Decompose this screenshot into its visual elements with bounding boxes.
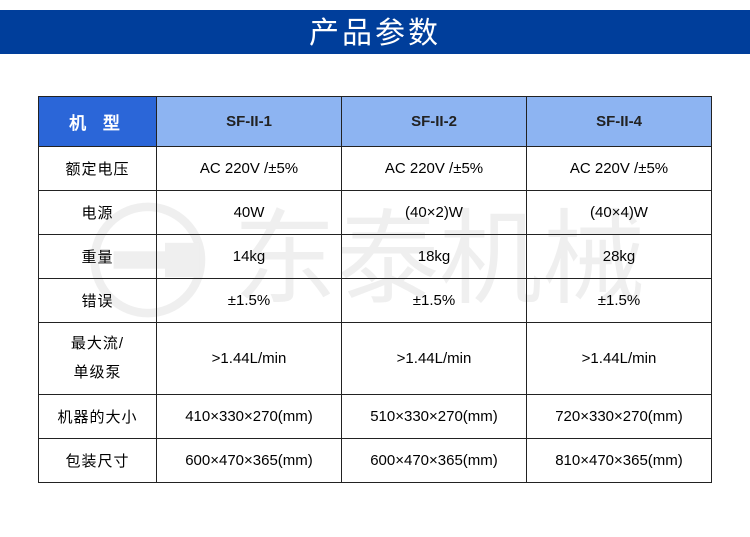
header-col-1: SF-II-1 [157, 97, 342, 147]
cell: AC 220V /±5% [342, 147, 527, 191]
cell: >1.44L/min [342, 323, 527, 395]
table-row: 包装尺寸600×470×365(mm)600×470×365(mm)810×47… [39, 439, 712, 483]
cell: 40W [157, 191, 342, 235]
cell: AC 220V /±5% [527, 147, 712, 191]
cell: (40×4)W [527, 191, 712, 235]
title-bar: 产品参数 [0, 0, 750, 60]
cell: ±1.5% [157, 279, 342, 323]
cell: 28kg [527, 235, 712, 279]
cell: 410×330×270(mm) [157, 395, 342, 439]
cell: 600×470×365(mm) [342, 439, 527, 483]
cell: 600×470×365(mm) [157, 439, 342, 483]
cell: >1.44L/min [527, 323, 712, 395]
row-label: 电源 [39, 191, 157, 235]
table-row: 电源40W(40×2)W(40×4)W [39, 191, 712, 235]
spec-table-container: 机 型 SF-II-1 SF-II-2 SF-II-4 额定电压AC 220V … [0, 60, 750, 483]
cell: 720×330×270(mm) [527, 395, 712, 439]
page-title: 产品参数 [309, 8, 441, 52]
header-col-3: SF-II-4 [527, 97, 712, 147]
row-label: 包装尺寸 [39, 439, 157, 483]
row-label: 额定电压 [39, 147, 157, 191]
cell: 510×330×270(mm) [342, 395, 527, 439]
cell: 14kg [157, 235, 342, 279]
row-label: 错误 [39, 279, 157, 323]
cell: ±1.5% [342, 279, 527, 323]
header-col-2: SF-II-2 [342, 97, 527, 147]
header-label-cell: 机 型 [39, 97, 157, 147]
cell: AC 220V /±5% [157, 147, 342, 191]
cell: (40×2)W [342, 191, 527, 235]
table-header-row: 机 型 SF-II-1 SF-II-2 SF-II-4 [39, 97, 712, 147]
table-row: 重量14kg18kg28kg [39, 235, 712, 279]
cell: ±1.5% [527, 279, 712, 323]
cell: 810×470×365(mm) [527, 439, 712, 483]
cell: 18kg [342, 235, 527, 279]
spec-table: 机 型 SF-II-1 SF-II-2 SF-II-4 额定电压AC 220V … [38, 96, 712, 483]
row-label: 机器的大小 [39, 395, 157, 439]
table-row: 最大流/单级泵>1.44L/min>1.44L/min>1.44L/min [39, 323, 712, 395]
row-label: 重量 [39, 235, 157, 279]
table-row: 机器的大小410×330×270(mm)510×330×270(mm)720×3… [39, 395, 712, 439]
cell: >1.44L/min [157, 323, 342, 395]
table-row: 额定电压AC 220V /±5%AC 220V /±5%AC 220V /±5% [39, 147, 712, 191]
table-row: 错误±1.5%±1.5%±1.5% [39, 279, 712, 323]
row-label: 最大流/单级泵 [39, 323, 157, 395]
